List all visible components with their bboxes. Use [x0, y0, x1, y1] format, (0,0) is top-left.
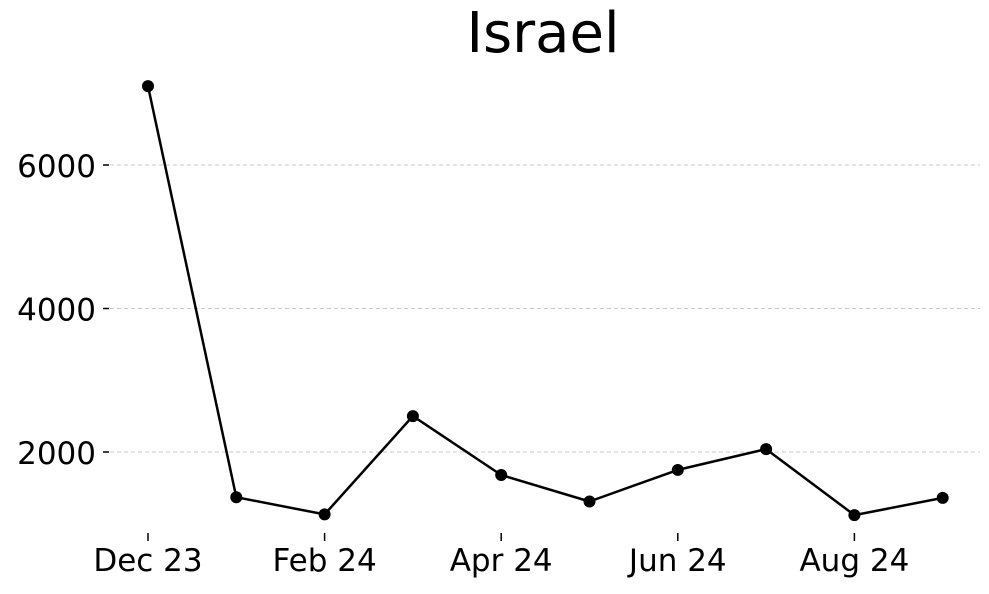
data-point-1: [230, 491, 243, 504]
x-tick-label-4: Aug 24: [799, 543, 909, 579]
data-point-8: [848, 509, 861, 522]
data-point-2: [318, 508, 331, 521]
x-tick-label-0: Dec 23: [93, 543, 202, 579]
series-layer: [142, 80, 949, 522]
data-point-5: [583, 495, 596, 508]
data-point-9: [936, 491, 949, 504]
grid-lines: [103, 164, 980, 453]
y-tick-label-4000: 4000: [17, 293, 96, 329]
x-tick-label-1: Feb 24: [273, 543, 377, 579]
data-point-4: [495, 468, 508, 481]
x-axis-ticks: Dec 23 Feb 24 Apr 24 Jun 24 Aug 24: [93, 533, 909, 579]
x-tick-label-2: Apr 24: [450, 543, 553, 579]
series-line-0: [146, 85, 943, 517]
y-tick-label-2000: 2000: [17, 436, 96, 472]
y-tick-label-6000: 6000: [17, 149, 96, 185]
data-point-7: [760, 443, 773, 456]
data-point-0: [142, 80, 154, 93]
chart-title: Israel: [466, 1, 619, 66]
y-axis-ticks: 2000 4000 6000: [17, 149, 109, 472]
x-tick-label-3: Jun 24: [627, 543, 727, 579]
data-point-6: [671, 463, 684, 476]
data-point-3: [406, 410, 419, 423]
